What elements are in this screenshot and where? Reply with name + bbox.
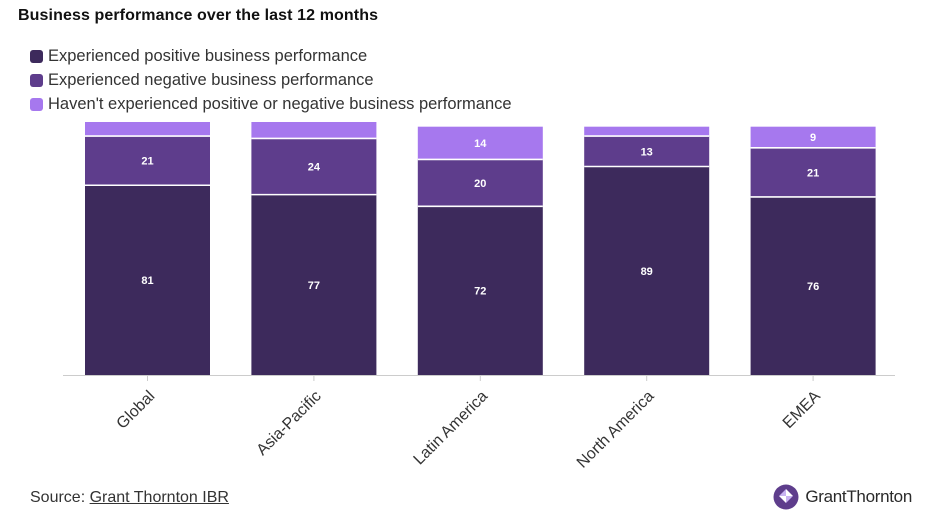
source-note: Source: Grant Thornton IBR <box>30 489 229 507</box>
bar-asia-pacific-negative <box>251 138 377 195</box>
bar-latin-america-positive <box>417 206 543 375</box>
grant-thornton-logo-icon <box>773 484 799 510</box>
legend-swatch-positive <box>30 49 43 63</box>
data-label-latin-america-positive: 72 <box>474 286 486 298</box>
brand-name: GrantThornton <box>805 487 912 506</box>
bar-latin-america-negative <box>417 159 543 207</box>
data-label-global-positive: 81 <box>141 275 153 287</box>
chart-title: Business performance over the last 12 mo… <box>18 7 379 24</box>
data-label-emea-negative: 21 <box>807 167 819 179</box>
data-label-emea-positive: 76 <box>807 281 819 293</box>
x-tick-label-asia-pacific: Asia-Pacific <box>254 388 325 459</box>
bar-north-america-neutral <box>584 126 710 137</box>
legend-item-negative: Experienced negative business performanc… <box>30 68 512 92</box>
bar-global-positive <box>85 185 210 375</box>
x-tick-label-north-america: North America <box>574 388 658 472</box>
data-label-asia-pacific-negative: 24 <box>308 162 321 174</box>
bar-global-negative <box>85 136 210 186</box>
data-label-asia-pacific-positive: 77 <box>308 280 320 292</box>
bar-emea-negative <box>750 147 876 197</box>
legend-label-negative: Experienced negative business performanc… <box>48 70 374 89</box>
legend-swatch-neutral <box>30 97 43 111</box>
legend-label-positive: Experienced positive business performanc… <box>48 46 368 65</box>
bar-north-america-negative <box>584 136 710 167</box>
bar-north-america-positive <box>584 166 710 375</box>
data-label-latin-america-negative: 20 <box>474 178 486 190</box>
legend-item-positive: Experienced positive business performanc… <box>30 44 512 68</box>
legend-label-neutral: Haven't experienced positive or negative… <box>48 94 512 113</box>
bar-emea-positive <box>750 196 876 375</box>
brand-logo: GrantThornton <box>773 484 912 510</box>
bar-global-neutral <box>85 122 210 137</box>
x-tick-label-emea: EMEA <box>780 388 824 432</box>
data-label-latin-america-neutral: 14 <box>474 138 487 150</box>
bar-emea-neutral <box>750 126 876 148</box>
x-tick-label-latin-america: Latin America <box>411 388 492 469</box>
chart-legend: Experienced positive business performanc… <box>30 44 512 116</box>
data-label-global-negative: 21 <box>141 156 153 168</box>
source-link[interactable]: Grant Thornton IBR <box>89 489 229 506</box>
bar-latin-america-neutral <box>417 126 543 160</box>
x-tick-label-global: Global <box>114 388 159 433</box>
legend-swatch-negative <box>30 73 43 87</box>
legend-item-neutral: Haven't experienced positive or negative… <box>30 92 512 116</box>
bar-asia-pacific-positive <box>251 194 377 375</box>
data-label-north-america-positive: 89 <box>641 266 653 278</box>
data-label-emea-neutral: 9 <box>810 132 816 144</box>
bar-asia-pacific-neutral <box>251 122 377 139</box>
source-prefix: Source: <box>30 489 90 506</box>
data-label-north-america-negative: 13 <box>641 146 653 158</box>
